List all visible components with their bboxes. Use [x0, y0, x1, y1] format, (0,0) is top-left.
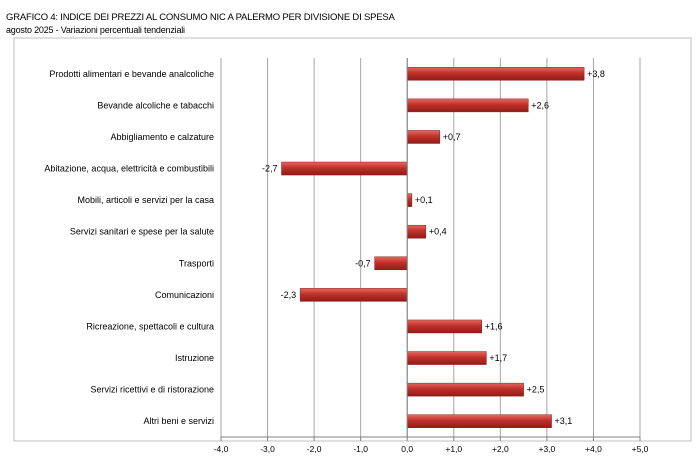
category-label: Prodotti alimentari e bevande analcolich… [49, 69, 214, 79]
data-label: +0,1 [415, 195, 433, 205]
data-label: -2,3 [281, 290, 297, 300]
data-label: +0,7 [443, 132, 461, 142]
bar [406, 98, 529, 113]
category-label: Trasporti [179, 258, 214, 268]
chart-title: GRAFICO 4: INDICE DEI PREZZI AL CONSUMO … [6, 12, 395, 23]
category-label: Ricreazione, spettacoli e cultura [86, 321, 214, 331]
x-tick-label: -3,0 [260, 444, 275, 454]
data-label: +0,4 [429, 227, 447, 237]
bar [374, 256, 408, 271]
bar [406, 67, 585, 81]
x-tick-label: +2,0 [492, 444, 509, 454]
data-label: +2,6 [531, 100, 549, 110]
x-tick-label: +4,0 [585, 444, 602, 454]
x-tick-label: -1,0 [353, 444, 368, 454]
category-label: Mobili, articoli e servizi per la casa [77, 195, 214, 205]
category-label: Servizi ricettivi e di ristorazione [90, 385, 214, 395]
bar [406, 193, 413, 207]
bar [406, 414, 552, 428]
bar [406, 319, 482, 334]
data-label: -0,7 [355, 258, 371, 268]
category-label: Comunicazioni [155, 290, 214, 300]
category-label: Servizi sanitari e spese per la salute [70, 227, 214, 237]
data-label: +1,6 [485, 321, 503, 331]
data-label: +1,7 [489, 353, 507, 363]
data-label: -2,7 [262, 164, 278, 174]
category-label: Bevande alcoliche e tabacchi [97, 100, 214, 110]
x-tick-label: +1,0 [445, 444, 462, 454]
category-label: Istruzione [175, 353, 214, 363]
chart-frame [13, 37, 692, 442]
category-label: Altri beni e servizi [143, 416, 214, 426]
x-tick-label: -2,0 [307, 444, 322, 454]
bar [281, 161, 408, 176]
data-label: +2,5 [527, 385, 545, 395]
bar [406, 130, 441, 144]
category-label: Abbigliamento e calzature [110, 132, 214, 142]
x-tick-label: +5,0 [632, 444, 649, 454]
category-label: Abitazione, acqua, elettricità e combust… [44, 164, 214, 174]
x-tick-label: -4,0 [214, 444, 229, 454]
bar [406, 351, 487, 365]
x-tick-label: +3,0 [538, 444, 555, 454]
bar [406, 382, 524, 397]
chart-subtitle: agosto 2025 - Variazioni percentuali ten… [6, 25, 185, 35]
data-label: +3,1 [555, 416, 573, 426]
data-label: +3,8 [587, 69, 605, 79]
x-tick-label: 0,0 [401, 444, 413, 454]
bar [299, 288, 408, 302]
bar [406, 224, 427, 239]
